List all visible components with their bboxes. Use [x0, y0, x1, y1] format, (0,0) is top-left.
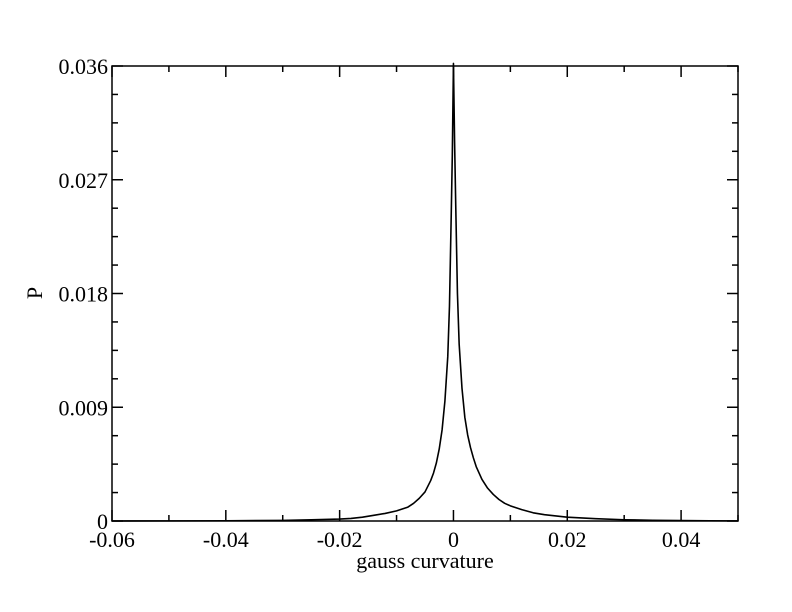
y-axis-ticks: [112, 65, 738, 522]
y-tick-label: 0.027: [59, 168, 109, 193]
x-axis-label: gauss curvature: [356, 548, 493, 573]
y-tick-label: 0: [97, 509, 108, 534]
series-line-0: [111, 62, 739, 522]
plot-frame: [111, 65, 739, 522]
y-axis-tick-labels: 0 0.009 0.018 0.027 0.036: [59, 54, 109, 534]
x-tick-label: 0.04: [662, 527, 701, 552]
x-tick-label: -0.02: [317, 527, 363, 552]
x-axis-tick-labels: -0.06 -0.04 -0.02 0 0.02 0.04: [89, 527, 700, 552]
plot-border: [111, 65, 739, 522]
y-tick-label: 0.009: [59, 395, 109, 420]
x-tick-label: -0.06: [89, 527, 135, 552]
y-tick-label: 0.018: [59, 282, 109, 307]
y-tick-label: 0.036: [59, 54, 109, 79]
series-layer: [111, 62, 739, 522]
x-tick-label: -0.04: [203, 527, 249, 552]
x-axis-ticks: [111, 66, 739, 521]
x-tick-label: 0: [448, 527, 459, 552]
y-axis-label: P: [22, 287, 47, 299]
x-tick-label: 0.02: [548, 527, 587, 552]
